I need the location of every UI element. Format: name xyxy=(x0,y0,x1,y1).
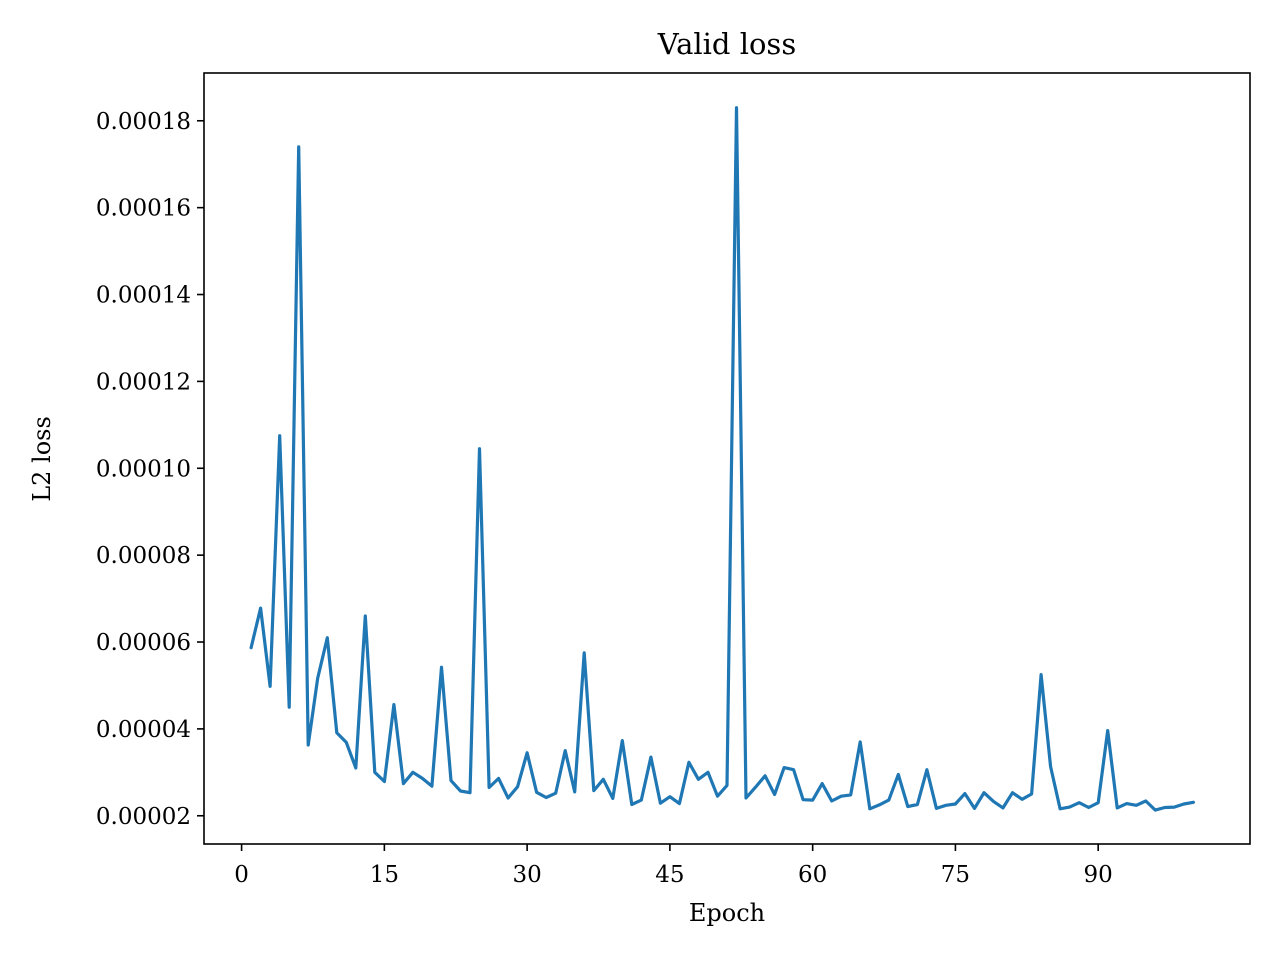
y-tick-label: 0.00006 xyxy=(96,630,191,656)
y-tick-label: 0.00008 xyxy=(96,543,191,569)
x-tick-label: 45 xyxy=(655,862,684,888)
y-tick-label: 0.00012 xyxy=(96,369,191,395)
x-tick-label: 75 xyxy=(941,862,970,888)
x-axis: 0 15 30 45 60 75 90 xyxy=(234,844,1113,888)
y-tick-label: 0.00018 xyxy=(96,109,191,135)
x-tick-label: 60 xyxy=(798,862,827,888)
x-tick-label: 0 xyxy=(234,862,249,888)
y-tick-label: 0.00002 xyxy=(96,804,191,830)
series-line xyxy=(249,106,1196,812)
x-tick-label: 30 xyxy=(512,862,541,888)
y-tick-label: 0.00014 xyxy=(96,283,191,309)
y-axis: 0.00002 0.00004 0.00006 0.00008 0.00010 0.000… xyxy=(96,109,204,830)
y-axis-label: L2 loss xyxy=(28,416,56,502)
y-tick-label: 0.00010 xyxy=(96,456,191,482)
plot-area xyxy=(203,72,1251,845)
chart-title: Valid loss xyxy=(657,27,796,61)
x-tick-label: 15 xyxy=(370,862,399,888)
plot-frame xyxy=(203,72,1251,845)
y-tick-label: 0.00016 xyxy=(96,196,191,222)
y-tick-label: 0.00004 xyxy=(96,717,191,743)
x-axis-label: Epoch xyxy=(689,899,765,927)
x-tick-label: 90 xyxy=(1084,862,1113,888)
series-layer xyxy=(249,106,1196,812)
